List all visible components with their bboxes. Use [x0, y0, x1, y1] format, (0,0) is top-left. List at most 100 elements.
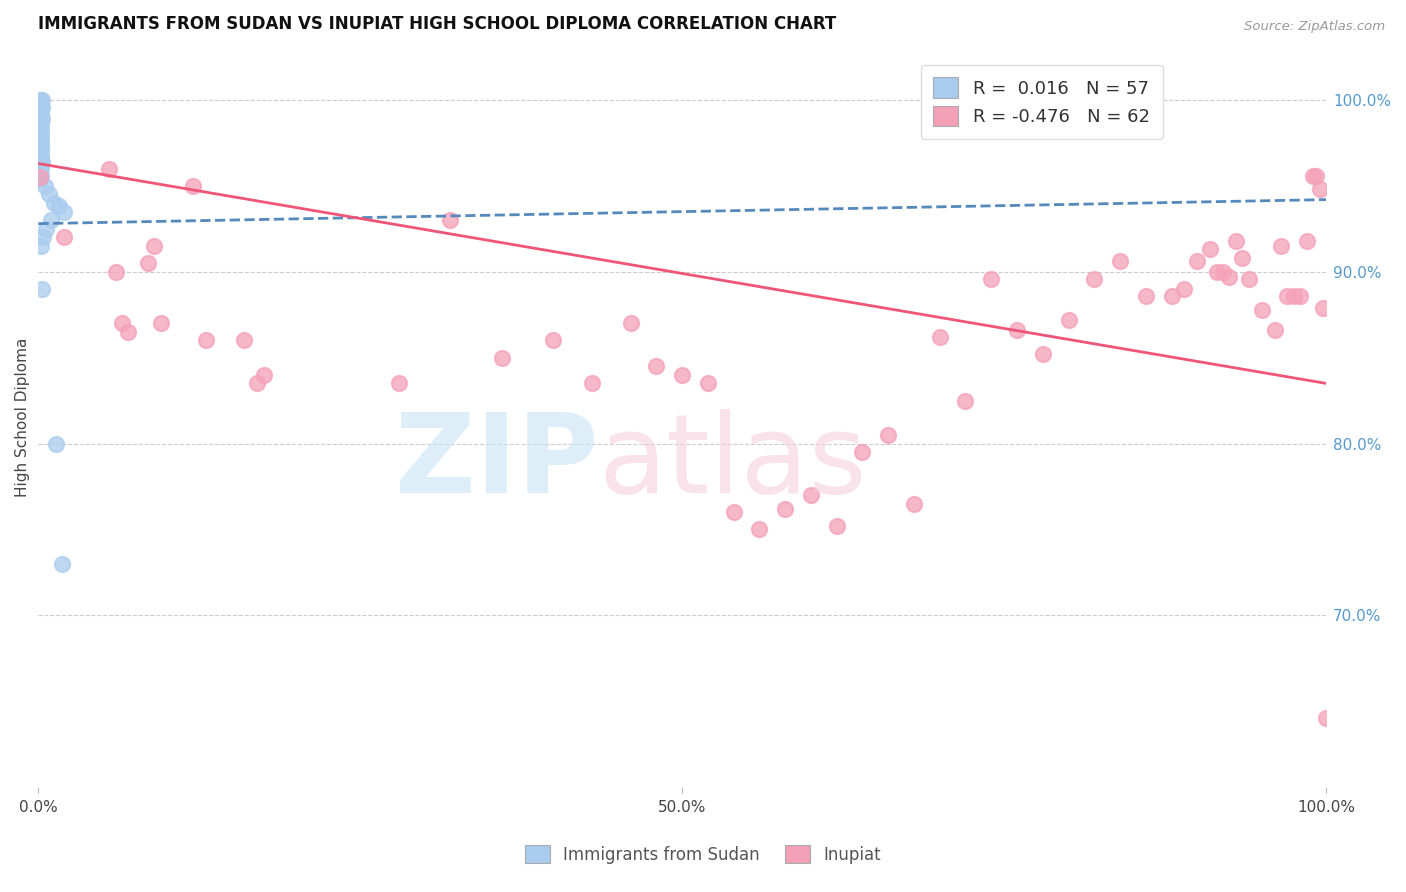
Point [1032, 347, 1054, 361]
Point [149, 316, 172, 330]
Point [30, 150, 52, 164]
Point [111, 316, 134, 330]
Point [581, 376, 603, 391]
Point [28, 141, 51, 155]
Text: IMMIGRANTS FROM SUDAN VS INUPIAT HIGH SCHOOL DIPLOMA CORRELATION CHART: IMMIGRANTS FROM SUDAN VS INUPIAT HIGH SC… [38, 15, 837, 33]
Point [1237, 271, 1260, 285]
Point [1302, 169, 1324, 183]
Point [1250, 302, 1272, 317]
Point [28, 156, 51, 170]
Point [31, 154, 53, 169]
Point [1305, 169, 1327, 183]
Point [980, 271, 1002, 285]
Point [30, 161, 52, 176]
Point [31, 282, 53, 296]
Y-axis label: High School Diploma: High School Diploma [15, 338, 30, 498]
Point [28, 170, 51, 185]
Point [1277, 289, 1299, 303]
Point [1187, 254, 1209, 268]
Point [1135, 289, 1157, 303]
Point [30, 119, 52, 133]
Point [30, 239, 52, 253]
Point [1289, 289, 1312, 303]
Point [39, 213, 62, 227]
Point [620, 316, 643, 330]
Text: ZIP: ZIP [395, 409, 599, 516]
Point [53, 230, 76, 244]
Point [136, 256, 159, 270]
Point [45, 436, 67, 450]
Point [1312, 301, 1334, 315]
Point [439, 213, 461, 227]
Point [143, 239, 166, 253]
Point [1264, 323, 1286, 337]
Point [246, 376, 269, 391]
Point [48, 199, 70, 213]
Point [117, 325, 139, 339]
Point [28, 148, 51, 162]
Point [53, 204, 76, 219]
Point [28, 122, 51, 136]
Point [30, 158, 52, 172]
Point [748, 523, 770, 537]
Point [645, 359, 668, 374]
Point [28, 126, 51, 140]
Point [28, 132, 51, 146]
Point [31, 93, 53, 107]
Point [30, 139, 52, 153]
Point [30, 153, 52, 167]
Point [42, 196, 65, 211]
Point [1315, 711, 1337, 725]
Point [1282, 289, 1305, 303]
Point [30, 93, 52, 107]
Point [1160, 289, 1182, 303]
Point [28, 105, 51, 120]
Point [35, 222, 58, 236]
Point [34, 178, 56, 193]
Legend: Immigrants from Sudan, Inupiat: Immigrants from Sudan, Inupiat [519, 838, 887, 871]
Point [104, 265, 127, 279]
Point [98, 161, 121, 176]
Point [1057, 313, 1080, 327]
Point [28, 134, 51, 148]
Point [30, 110, 52, 124]
Point [30, 128, 52, 142]
Point [1295, 234, 1317, 248]
Point [491, 351, 513, 365]
Point [1109, 254, 1132, 268]
Point [30, 106, 52, 120]
Text: Source: ZipAtlas.com: Source: ZipAtlas.com [1244, 20, 1385, 33]
Point [28, 102, 51, 116]
Point [1083, 271, 1105, 285]
Point [30, 115, 52, 129]
Text: atlas: atlas [599, 409, 868, 516]
Point [30, 103, 52, 118]
Legend: R =  0.016   N = 57, R = -0.476   N = 62: R = 0.016 N = 57, R = -0.476 N = 62 [921, 65, 1163, 139]
Point [28, 93, 51, 107]
Point [723, 505, 745, 519]
Point [233, 334, 256, 348]
Point [30, 169, 52, 183]
Point [1309, 182, 1331, 196]
Point [28, 152, 51, 166]
Point [51, 557, 73, 571]
Point [28, 172, 51, 186]
Point [28, 129, 51, 144]
Point [28, 146, 51, 161]
Point [28, 165, 51, 179]
Point [543, 334, 565, 348]
Point [30, 136, 52, 150]
Point [28, 117, 51, 131]
Point [28, 120, 51, 135]
Point [1212, 265, 1234, 279]
Point [30, 98, 52, 112]
Point [955, 393, 977, 408]
Point [825, 519, 848, 533]
Point [28, 113, 51, 128]
Point [877, 428, 900, 442]
Point [30, 124, 52, 138]
Point [903, 497, 925, 511]
Point [30, 145, 52, 159]
Point [28, 108, 51, 122]
Point [1225, 234, 1247, 248]
